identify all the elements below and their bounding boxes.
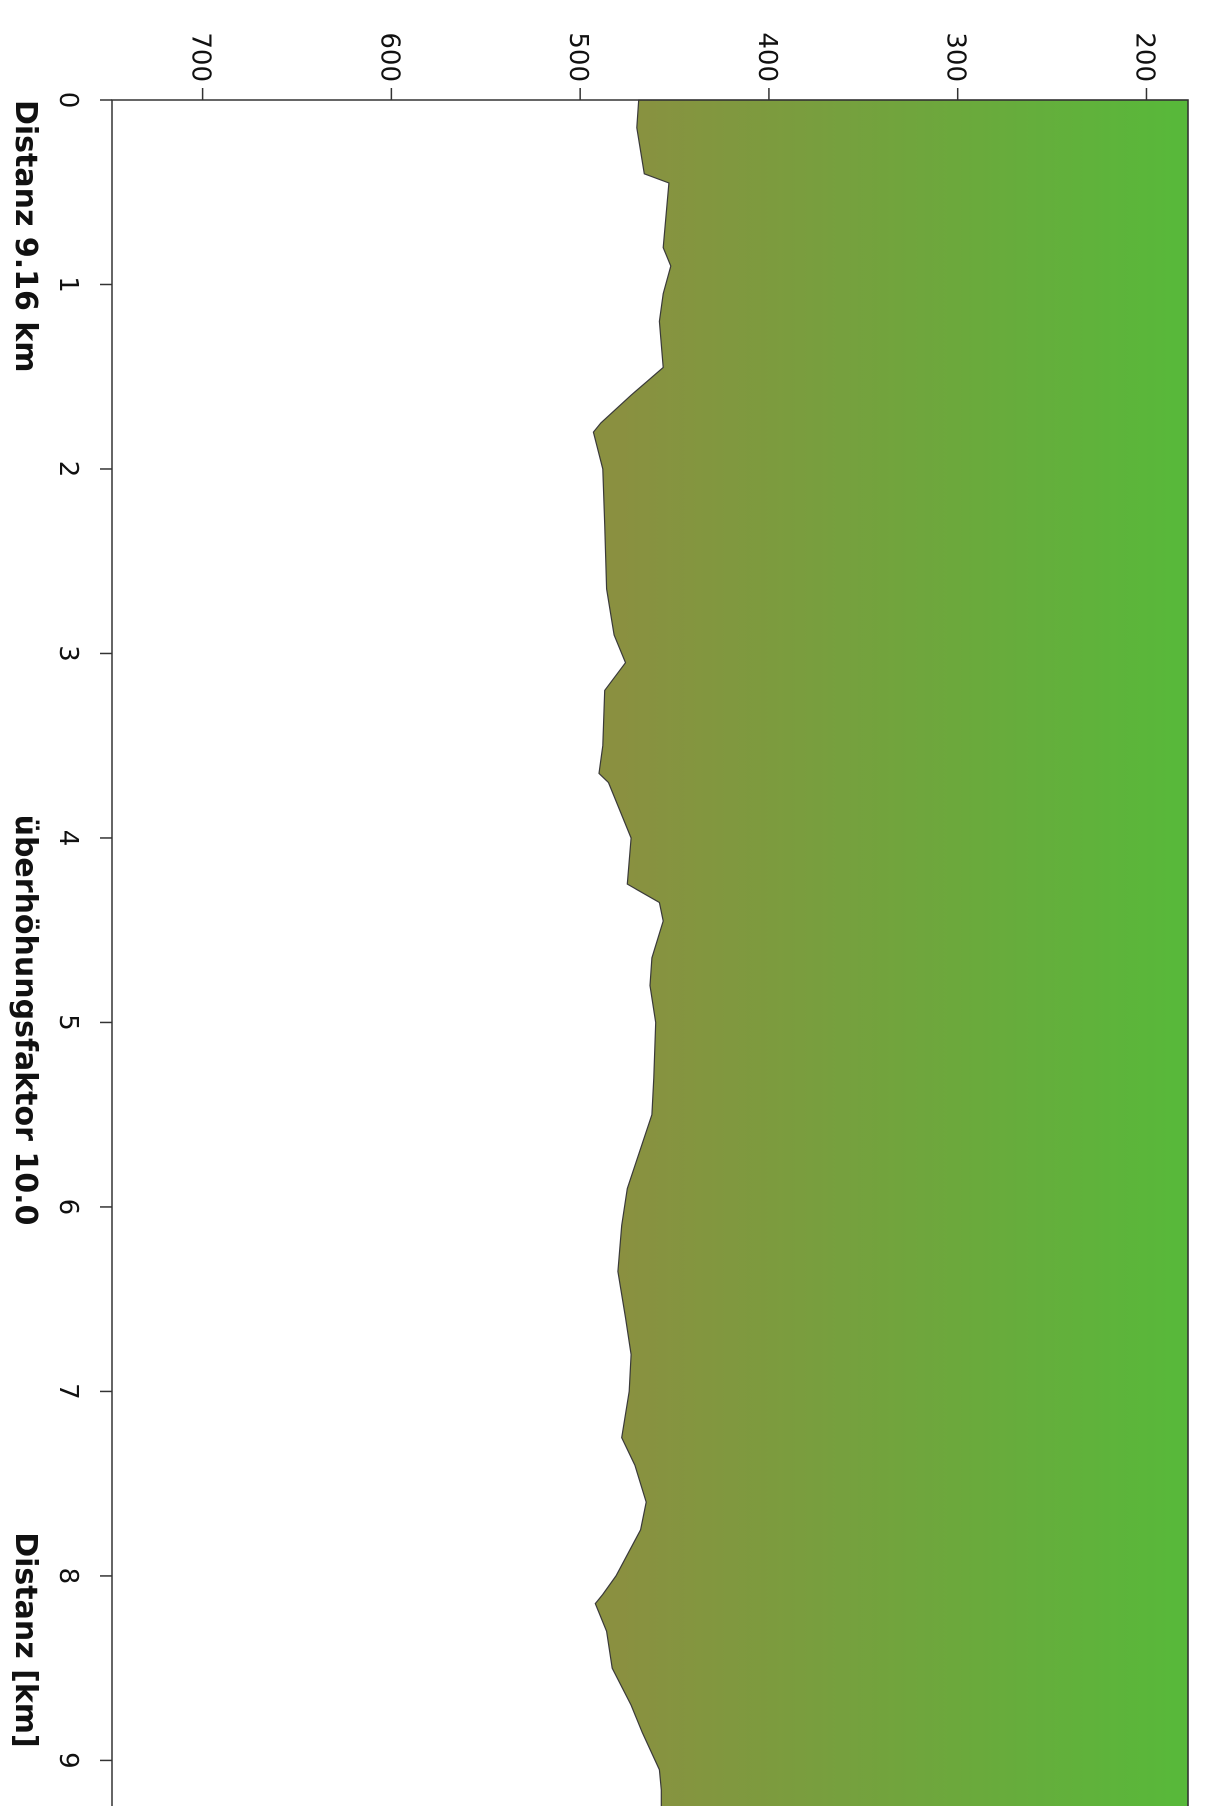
x-tick-label: 3 [53, 645, 83, 662]
x-tick-label: 0 [53, 92, 83, 109]
elevation-area [592, 99, 1189, 1806]
y-tick-label: 700 [186, 32, 216, 82]
y-tick-label: 600 [374, 32, 404, 82]
y-tick-label: 300 [941, 32, 971, 82]
exaggeration-factor: überhöhungsfaktor 10.0 [8, 815, 43, 1226]
plot-frame [111, 99, 1189, 1806]
y-tick-label: 500 [563, 32, 593, 82]
x-axis-ticks: 0 1 2 3 4 5 6 7 8 9 [53, 92, 112, 1769]
x-tick-label: 1 [53, 276, 83, 293]
x-tick-label: 7 [53, 1383, 83, 1400]
x-tick-label: 9 [53, 1752, 83, 1769]
y-axis-ticks: 200 300 400 500 600 700 [186, 32, 1159, 100]
y-tick-label: 200 [1129, 32, 1159, 82]
x-axis-label: Distanz [km] [8, 1532, 43, 1748]
distance-summary: Distanz 9.16 km [8, 100, 43, 373]
x-tick-label: 4 [53, 830, 83, 847]
y-tick-label: 400 [752, 32, 782, 82]
x-tick-label: 6 [53, 1199, 83, 1216]
x-tick-label: 5 [53, 1014, 83, 1031]
x-tick-label: 2 [53, 461, 83, 478]
x-tick-label: 8 [53, 1568, 83, 1585]
